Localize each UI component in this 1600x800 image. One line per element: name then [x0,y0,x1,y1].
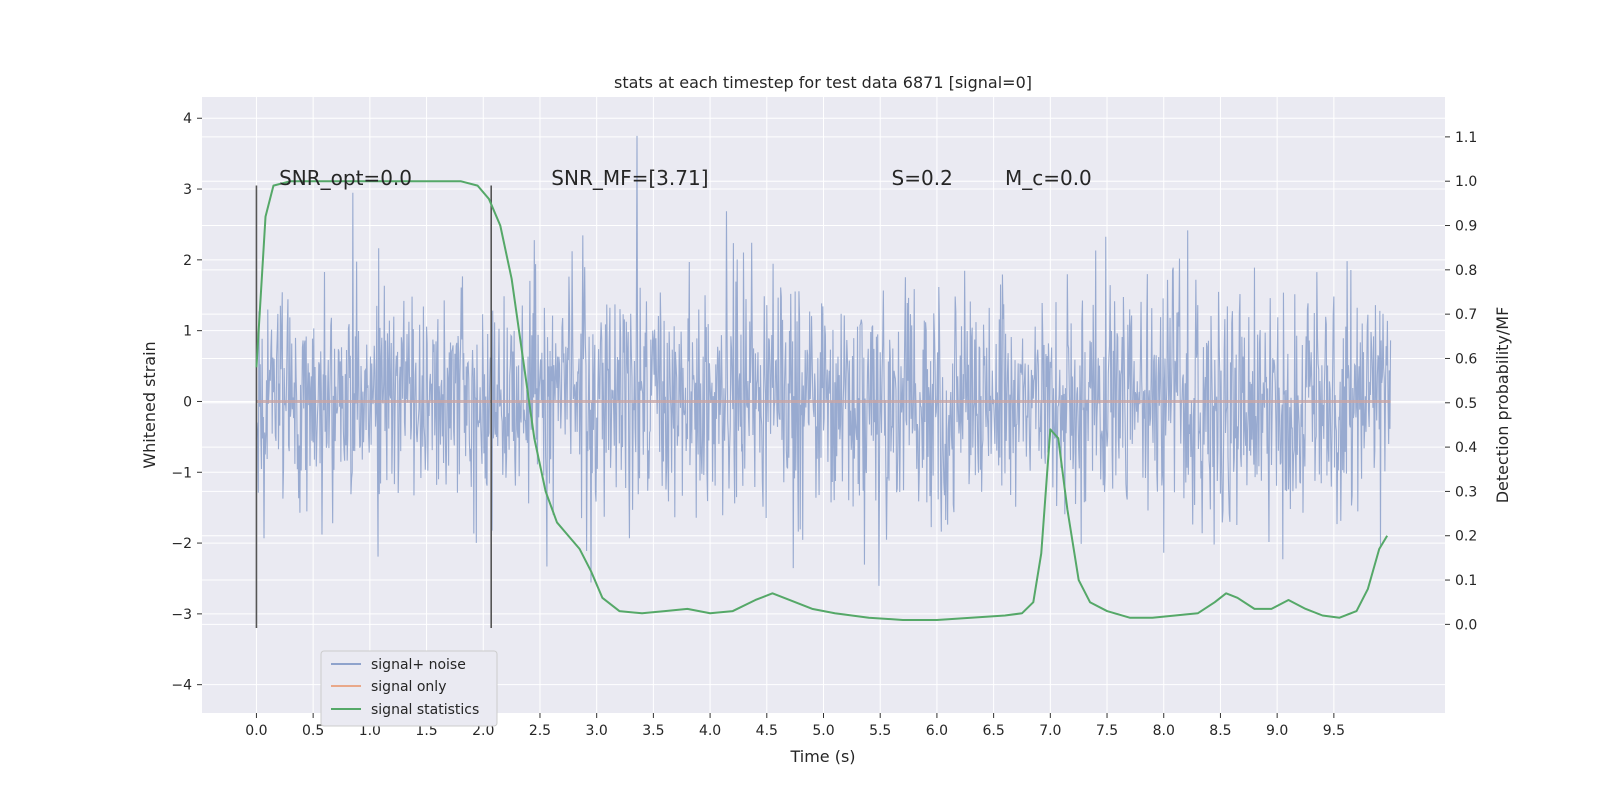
x-tick-label: 1.5 [415,723,437,739]
statistics-line [255,180,1389,621]
annotation-3: M_c=0.0 [1005,166,1092,190]
legend-label-statistics: signal statistics [371,702,479,718]
y-tick-label: 1 [183,324,192,340]
x-tick-label: 5.5 [869,723,891,739]
chart-title: stats at each timestep for test data 687… [614,73,1032,92]
legend-label-noise: signal+ noise [371,657,466,673]
noise-series [255,135,1392,586]
y2-tick-label: 0.7 [1455,307,1477,323]
x-tick-label: 7.0 [1039,723,1061,739]
x-tick-label: 9.5 [1323,723,1345,739]
y2-axis-label: Detection probability/MF [1493,307,1512,504]
y2-tick-label: 1.1 [1455,130,1477,146]
x-tick-label: 0.0 [245,723,267,739]
legend-label-signal: signal only [371,679,446,695]
y-tick-label: −2 [171,536,192,552]
y2-tick-label: 0.9 [1455,219,1477,235]
x-tick-label: 3.0 [586,723,608,739]
y2-tick-label: 1.0 [1455,174,1477,190]
annotation-2: S=0.2 [892,166,953,190]
y-tick-label: 3 [183,182,192,198]
x-tick-label: 4.5 [756,723,778,739]
y-axis-label: Whitened strain [140,341,159,468]
y2-tick-label: 0.4 [1455,440,1477,456]
signal-statistics-series [255,180,1389,621]
x-tick-label: 8.0 [1153,723,1175,739]
y2-tick-label: 0.8 [1455,263,1477,279]
x-tick-label: 9.0 [1266,723,1288,739]
y-tick-label: 4 [183,111,192,127]
y-tick-label: −4 [171,678,192,694]
y2-tick-label: 0.5 [1455,396,1477,412]
y2-tick-label: 0.1 [1455,573,1477,589]
x-axis-label: Time (s) [789,747,855,766]
y2-tick-label: 0.0 [1455,617,1477,633]
annotations: SNR_opt=0.0 SNR_MF=[3.71] S=0.2 M_c=0.0 [279,166,1092,190]
x-tick-label: 6.5 [982,723,1004,739]
vertical-markers [255,185,493,629]
x-tick-label: 7.5 [1096,723,1118,739]
axes: 0.0 0.5 1.0 1.5 2.0 2.5 3.0 3.5 4.0 4.5 5.0 5.5 6.0 6… [171,111,1477,739]
x-tick-label: 8.5 [1209,723,1231,739]
x-tick-label: 0.5 [302,723,324,739]
annotation-0: SNR_opt=0.0 [279,166,412,190]
legend: signal+ noise signal only signal statist… [320,650,498,727]
y2-tick-label: 0.2 [1455,529,1477,545]
y2-tick-label: 0.6 [1455,351,1477,367]
legend-box [320,650,498,727]
annotation-1: SNR_MF=[3.71] [551,166,708,190]
y-tick-label: 0 [183,394,192,410]
x-tick-label: 5.0 [812,723,834,739]
x-tick-label: 2.0 [472,723,494,739]
x-tick-label: 4.0 [699,723,721,739]
x-tick-label: 2.5 [529,723,551,739]
y-tick-label: −1 [171,465,192,481]
y-tick-label: −3 [171,607,192,623]
noise-line [255,135,1392,586]
x-tick-label: 1.0 [359,723,381,739]
x-tick-label: 3.5 [642,723,664,739]
x-tick-label: 6.0 [926,723,948,739]
y2-tick-label: 0.3 [1455,484,1477,500]
y-tick-label: 2 [183,253,192,269]
